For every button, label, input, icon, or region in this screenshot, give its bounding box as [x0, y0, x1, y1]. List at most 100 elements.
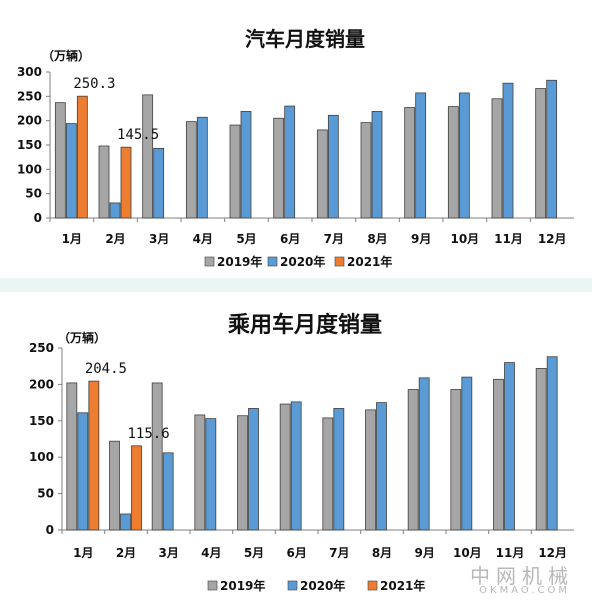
- y-tick-label: 100: [17, 162, 42, 176]
- y-tick-label: 200: [17, 114, 42, 128]
- bar-2019-3: [151, 382, 163, 531]
- y-tick-label: 250: [29, 341, 54, 355]
- panel-separator: [0, 278, 592, 292]
- watermark-en: OKMAO.COM: [479, 585, 570, 596]
- x-tick-label: 7月: [329, 546, 349, 560]
- bar-2021-1: [76, 95, 88, 219]
- y-tick-label: 100: [29, 450, 54, 464]
- bar-2020-1: [77, 412, 89, 531]
- bar-2019-10: [447, 106, 459, 219]
- x-tick-label: 12月: [538, 232, 567, 246]
- x-tick-label: 5月: [236, 232, 256, 246]
- bar-2020-11: [502, 82, 514, 219]
- bar-2020-11: [504, 362, 515, 531]
- legend-label: 2020年: [280, 254, 325, 269]
- x-tick-label: 12月: [538, 546, 567, 560]
- bar-2020-1: [65, 123, 77, 219]
- x-tick-label: 5月: [244, 546, 264, 560]
- bar-2019-12: [535, 88, 547, 219]
- chart-title: 乘用车月度销量: [227, 312, 382, 338]
- watermark-cn: 中网机械: [470, 564, 574, 588]
- bar-2019-2: [98, 145, 110, 219]
- bar-2020-7: [327, 114, 339, 219]
- bar-2019-4: [185, 121, 197, 219]
- bar-2019-8: [360, 122, 372, 219]
- bar-2020-9: [418, 377, 430, 531]
- x-tick-label: 9月: [414, 546, 434, 560]
- bar-2019-4: [194, 414, 206, 531]
- x-tick-label: 2月: [116, 546, 136, 560]
- x-tick-label: 9月: [411, 232, 431, 246]
- x-tick-label: 3月: [149, 232, 169, 246]
- bar-2019-5: [237, 415, 248, 531]
- bar-2019-10: [450, 389, 462, 531]
- bar-2019-8: [365, 409, 376, 531]
- bar-2020-5: [240, 111, 252, 219]
- legend-label: 2020年: [300, 578, 345, 593]
- bar-2019-5: [229, 124, 241, 219]
- y-tick-label: 50: [25, 187, 42, 201]
- passenger-car-sales-chart-panel: 乘用车月度销量 （万辆） 0 50 100 150 200 250 1月 2月 3月 4月 5月 6月 7月…: [0, 292, 592, 602]
- y-tick-label: 200: [29, 377, 54, 391]
- bar-2020-10: [461, 376, 473, 531]
- y-tick-label: 0: [46, 523, 54, 537]
- bar-2020-6: [290, 401, 302, 531]
- y-tick-label: 0: [34, 211, 42, 225]
- y-tick-label: 300: [17, 65, 42, 79]
- bar-2019-11: [493, 378, 504, 531]
- x-tick-label: 4月: [193, 232, 213, 246]
- car-sales-chart: 汽车月度销量 （万辆） 0 50 100 150 200 250 300 1月 2月 3月 4月 5月 6月…: [17, 27, 574, 269]
- bar-2019-6: [273, 117, 285, 219]
- x-tick-label: 11月: [494, 232, 523, 246]
- x-tick-label: 6月: [280, 232, 300, 246]
- data-label: 204.5: [85, 361, 127, 377]
- bar-2020-4: [205, 418, 217, 531]
- bar-2020-12: [546, 79, 558, 219]
- bar-2020-4: [196, 116, 208, 219]
- bar-2020-6: [284, 105, 296, 219]
- bar-2020-12: [546, 356, 558, 531]
- x-tick-label: 8月: [372, 546, 392, 560]
- bar-2019-2: [109, 440, 120, 531]
- passenger-car-sales-chart: 乘用车月度销量 （万辆） 0 50 100 150 200 250 1月 2月 3月 4月 5月 6月 7月…: [29, 312, 574, 593]
- bar-2020-2: [120, 513, 131, 531]
- y-tick-label: 50: [37, 487, 54, 501]
- x-tick-label: 4月: [201, 546, 221, 560]
- legend-swatch: [334, 256, 345, 267]
- legend-label: 2019年: [217, 254, 262, 269]
- x-tick-label: 11月: [496, 546, 525, 560]
- bar-2019-12: [535, 367, 547, 531]
- bar-2019-6: [279, 403, 291, 531]
- y-tick-label: 150: [29, 414, 54, 428]
- bar-2020-3: [153, 148, 165, 219]
- legend-swatch: [207, 580, 218, 591]
- bar-2019-7: [322, 417, 334, 531]
- legend-label: 2021年: [380, 578, 425, 593]
- data-label: 145.5: [117, 127, 159, 143]
- x-tick-label: 2月: [105, 232, 125, 246]
- x-tick-label: 8月: [367, 232, 387, 246]
- legend-swatch: [367, 580, 378, 591]
- legend-swatch: [204, 256, 215, 267]
- legend-label: 2021年: [347, 254, 392, 269]
- bar-2020-8: [376, 402, 387, 531]
- x-tick-label: 1月: [73, 546, 93, 560]
- bar-2019-9: [407, 389, 419, 531]
- x-tick-label: 1月: [62, 232, 82, 246]
- bar-2020-7: [333, 408, 345, 531]
- bar-2020-3: [162, 452, 174, 531]
- bar-2019-1: [66, 382, 78, 531]
- x-tick-label: 10月: [450, 232, 479, 246]
- bar-2019-11: [491, 98, 503, 219]
- x-tick-label: 3月: [158, 546, 178, 560]
- bar-2020-2: [109, 202, 121, 219]
- y-tick-label: 250: [17, 89, 42, 103]
- x-tick-label: 10月: [453, 546, 482, 560]
- bar-2019-3: [142, 94, 154, 219]
- y-tick-label: 150: [17, 138, 42, 152]
- bar-2021-1: [88, 380, 100, 531]
- bar-2020-8: [371, 111, 383, 219]
- bar-2019-9: [404, 107, 416, 219]
- bar-2020-9: [415, 92, 427, 219]
- data-label: 250.3: [73, 76, 115, 92]
